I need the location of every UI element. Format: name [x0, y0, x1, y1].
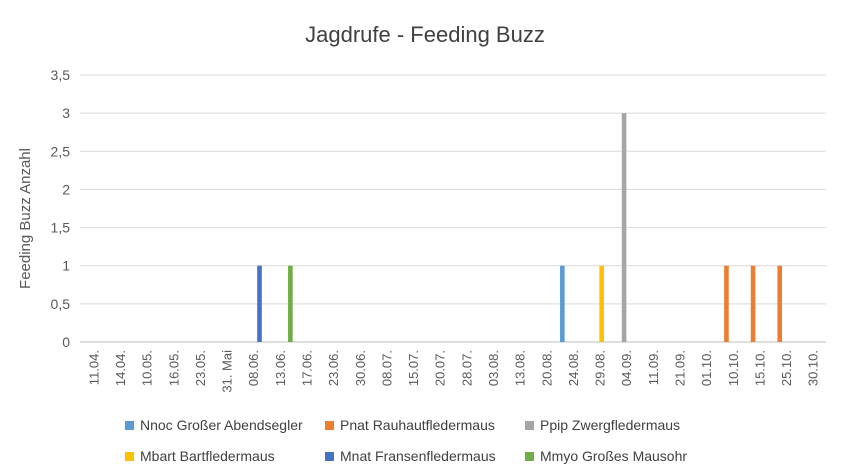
- y-tick-label: 3: [62, 105, 70, 121]
- x-tick-label: 30.10.: [806, 350, 821, 386]
- y-tick-label: 1: [62, 258, 70, 274]
- bar: [257, 265, 262, 342]
- bars: [257, 113, 783, 343]
- x-tick-label: 15.07.: [406, 350, 421, 386]
- x-tick-label: 04.09.: [619, 350, 634, 386]
- y-tick-labels: 0 0,5 1 1,5 2 2,5 3 3,5: [51, 67, 71, 350]
- bar: [621, 113, 627, 343]
- x-tick-label: 29.08.: [593, 350, 608, 386]
- x-tick-label: 11.04.: [86, 350, 101, 385]
- y-tick-label: 2,5: [51, 143, 71, 159]
- x-tick-label: 23.05.: [193, 350, 208, 386]
- x-tick-label: 08.07.: [379, 350, 394, 386]
- y-tick-label: 0,5: [51, 296, 71, 312]
- x-tick-label: 01.10.: [699, 350, 714, 386]
- x-tick-label: 25.10.: [779, 350, 794, 386]
- bar: [777, 265, 783, 342]
- x-tick-label: 20.08.: [539, 350, 554, 386]
- bar: [750, 265, 756, 342]
- x-tick-label: 10.10.: [726, 350, 741, 386]
- x-tick-label: 23.06.: [326, 350, 341, 386]
- x-tick-label: 28.07.: [459, 350, 474, 386]
- y-tick-label: 3,5: [51, 67, 71, 83]
- x-tick-label: 11.09.: [646, 350, 661, 385]
- y-axis-title: Feeding Buzz Anzahl: [17, 148, 34, 289]
- chart-title: Jagdrufe - Feeding Buzz: [305, 22, 545, 47]
- bar: [560, 265, 565, 342]
- gridlines: [80, 74, 826, 343]
- x-tick-label: 21.09.: [672, 350, 687, 386]
- x-tick-label: 10.05.: [140, 350, 155, 386]
- y-tick-label: 0: [62, 334, 70, 350]
- x-tick-label: 14.04.: [113, 350, 128, 386]
- x-tick-label: 24.08.: [566, 350, 581, 386]
- x-tick-label: 16.05.: [166, 350, 181, 386]
- x-tick-label: 13.06.: [273, 350, 288, 386]
- bar: [599, 265, 604, 342]
- y-tick-label: 1,5: [51, 220, 71, 236]
- bar: [288, 265, 293, 342]
- bar: [724, 265, 729, 342]
- x-tick-label: 31. Mai: [220, 350, 235, 393]
- x-tick-label: 13.08.: [513, 350, 528, 386]
- x-tick-label: 17.06.: [299, 350, 314, 386]
- x-tick-labels: 11.04. 14.04. 10.05. 16.05. 23.05. 31. Mai 08.…: [86, 350, 820, 393]
- x-tick-label: 08.06.: [246, 350, 261, 386]
- y-tick-label: 2: [62, 181, 70, 197]
- x-tick-label: 03.08.: [486, 350, 501, 386]
- x-tick-label: 30.06.: [353, 350, 368, 386]
- x-tick-label: 15.10.: [752, 350, 767, 386]
- x-tick-label: 20.07.: [433, 350, 448, 386]
